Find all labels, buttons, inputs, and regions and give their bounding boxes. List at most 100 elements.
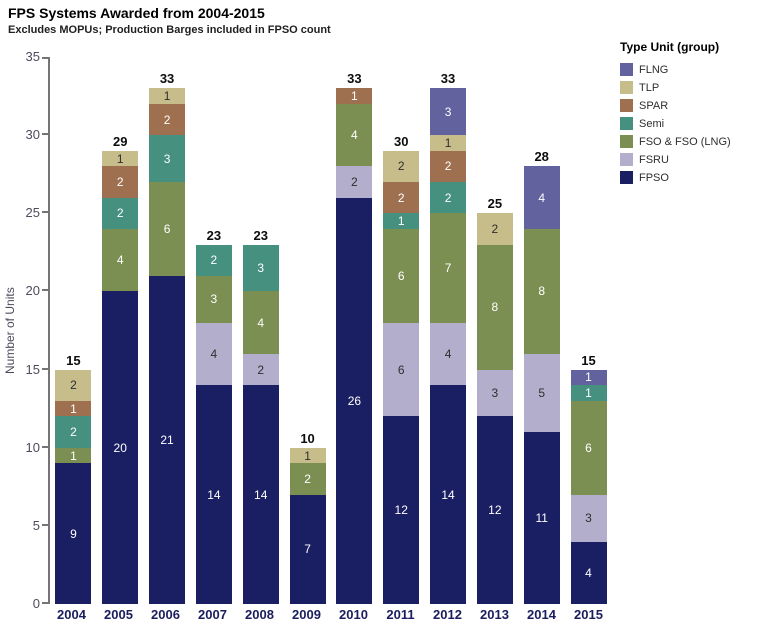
x-axis-label-2014: 2014 [527,607,556,622]
bar-segment-flng-2014[interactable]: 4 [523,166,560,229]
bar-column-2014: 11 5 8 4 28 [518,149,565,604]
bar-segment-fpso-2011[interactable]: 12 [383,416,420,604]
bar-segment-flng-2012[interactable]: 3 [430,88,467,136]
legend-item-fsru[interactable]: FSRU [620,153,780,166]
bar-segment-fso-fso-lng-2007[interactable]: 3 [195,275,232,323]
bar-segment-tlp-2011[interactable]: 2 [383,150,420,183]
bar-segment-spar-2011[interactable]: 2 [383,182,420,214]
legend-label-fso-fso-lng: FSO & FSO (LNG) [639,135,731,148]
legend-label-fsru: FSRU [639,153,669,166]
stacked-bar-2005: 20 4 2 2 1 29 [102,134,139,604]
bar-column-2008: 14 2 4 3 23 [237,228,284,604]
bar-segment-fpso-2009[interactable]: 7 [289,494,326,604]
legend-swatch-tlp [620,81,633,94]
bar-segment-semi-2015[interactable]: 1 [570,385,607,401]
bar-segment-tlp-2013[interactable]: 2 [476,213,513,245]
legend-item-flng[interactable]: FLNG [620,63,780,76]
bar-segment-fpso-2008[interactable]: 14 [242,385,279,604]
bar-segment-fso-fso-lng-2006[interactable]: 6 [149,182,186,276]
bar-total-label-2012: 33 [440,71,456,87]
bar-segment-spar-2006[interactable]: 2 [149,103,186,136]
bar-total-label-2009: 10 [300,430,315,446]
bar-total-label-2008: 23 [253,227,268,243]
legend-item-semi[interactable]: Semi [620,117,780,130]
bar-segment-fso-fso-lng-2012[interactable]: 7 [430,213,467,323]
legend-title: Type Unit (group) [620,40,720,54]
bar-segment-fso-fso-lng-2011[interactable]: 6 [383,228,420,323]
x-axis: 2004 2005 2006 2007 2008 2009 2010 2011 2012 2013… [48,607,612,622]
legend-item-fpso[interactable]: FPSO [620,171,780,184]
x-axis-label-2007: 2007 [198,607,227,622]
y-tick-label-10: 10 [25,439,40,455]
bar-segment-fso-fso-lng-2010[interactable]: 4 [336,103,373,167]
x-axis-label-2015: 2015 [574,607,603,622]
bar-segment-tlp-2006[interactable]: 1 [149,88,186,104]
bar-segment-fpso-2005[interactable]: 20 [102,291,139,604]
legend-item-tlp[interactable]: TLP [620,81,780,94]
legend-label-semi: Semi [639,117,665,130]
bar-segment-spar-2005[interactable]: 2 [102,166,139,198]
bar-segment-fsru-2011[interactable]: 6 [383,322,420,417]
bar-segment-spar-2004[interactable]: 1 [55,400,92,417]
x-axis-label-2008: 2008 [245,607,274,622]
bar-segment-fsru-2007[interactable]: 4 [195,322,232,386]
bar-segment-fpso-2004[interactable]: 9 [55,463,92,604]
bar-segment-fso-fso-lng-2005[interactable]: 4 [102,228,139,292]
bar-column-2011: 12 6 6 1 2 2 30 [378,134,425,604]
legend-swatch-fsru [620,153,633,166]
bar-segment-fso-fso-lng-2004[interactable]: 1 [55,447,92,464]
bar-segment-tlp-2012[interactable]: 1 [430,135,467,151]
y-tick-mark-5 [42,523,48,526]
bar-column-2004: 9 1 2 1 2 15 [50,353,97,604]
bar-segment-fpso-2012[interactable]: 14 [430,385,467,604]
bar-total-label-2004: 15 [66,352,81,368]
legend-item-spar[interactable]: SPAR [620,99,780,112]
bar-segment-tlp-2004[interactable]: 2 [55,369,92,401]
bar-segment-fsru-2010[interactable]: 2 [336,166,373,198]
bar-segment-fpso-2007[interactable]: 14 [195,385,232,604]
x-axis-label-2011: 2011 [386,607,415,622]
legend-label-spar: SPAR [639,99,669,112]
y-tick-label-20: 20 [25,283,40,299]
bar-segment-fsru-2013[interactable]: 3 [476,369,513,417]
bar-segment-spar-2012[interactable]: 2 [430,150,467,183]
bar-segment-fso-fso-lng-2009[interactable]: 2 [289,463,326,495]
bar-segment-semi-2006[interactable]: 3 [149,135,186,183]
x-axis-label-2012: 2012 [433,607,462,622]
bar-segment-fsru-2014[interactable]: 5 [523,353,560,433]
bar-segment-semi-2005[interactable]: 2 [102,197,139,229]
stacked-bar-2015: 4 3 6 1 1 15 [570,353,607,604]
bar-segment-fpso-2015[interactable]: 4 [570,541,607,604]
y-tick-mark-35 [42,57,48,59]
bar-segment-fsru-2012[interactable]: 4 [430,322,467,386]
bar-segment-fso-fso-lng-2015[interactable]: 6 [570,400,607,495]
bar-segment-tlp-2005[interactable]: 1 [102,150,139,167]
bar-segment-semi-2004[interactable]: 2 [55,416,92,448]
bar-segment-fsru-2015[interactable]: 3 [570,494,607,542]
x-axis-label-2005: 2005 [104,607,133,622]
bar-segment-tlp-2009[interactable]: 1 [289,447,326,464]
bar-segment-semi-2008[interactable]: 3 [242,244,279,292]
bar-segment-semi-2011[interactable]: 1 [383,213,420,229]
x-axis-label-2006: 2006 [151,607,180,622]
x-axis-label-2013: 2013 [480,607,509,622]
bar-segment-fso-fso-lng-2014[interactable]: 8 [523,228,560,354]
bar-segment-semi-2012[interactable]: 2 [430,182,467,214]
bar-total-label-2014: 28 [534,149,549,165]
bar-segment-fpso-2013[interactable]: 12 [476,416,513,604]
bar-segment-fso-fso-lng-2013[interactable]: 8 [476,244,513,370]
bar-segment-fpso-2006[interactable]: 21 [149,275,186,604]
y-tick-mark-30 [42,133,48,136]
bar-segment-spar-2010[interactable]: 1 [336,88,373,104]
bar-total-label-2011: 30 [393,133,409,149]
bar-segment-fpso-2014[interactable]: 11 [523,432,560,604]
bar-segment-semi-2007[interactable]: 2 [195,244,232,276]
x-axis-label-2004: 2004 [57,607,86,622]
bar-segment-fpso-2010[interactable]: 26 [336,197,373,604]
bar-total-label-2010: 33 [347,71,362,87]
bar-segment-fso-fso-lng-2008[interactable]: 4 [242,291,279,354]
bar-segment-flng-2015[interactable]: 1 [570,369,607,386]
legend-item-fso-fso-lng[interactable]: FSO & FSO (LNG) [620,135,780,148]
bar-segment-fsru-2008[interactable]: 2 [242,353,279,386]
